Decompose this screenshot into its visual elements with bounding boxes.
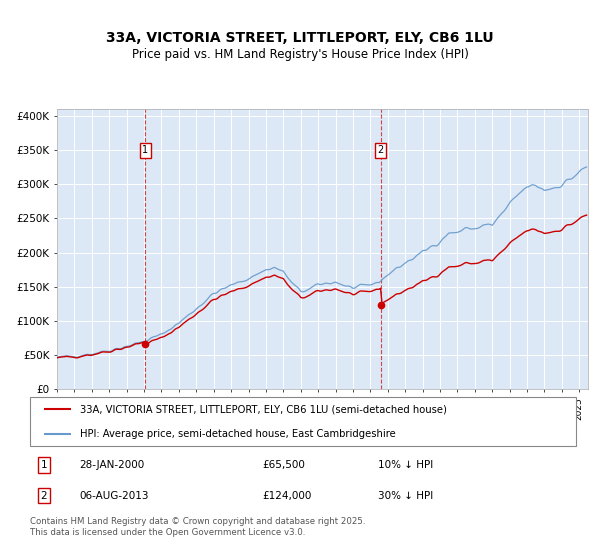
Text: 2: 2 [377,145,384,155]
Text: 06-AUG-2013: 06-AUG-2013 [80,491,149,501]
Text: £65,500: £65,500 [262,460,305,470]
Text: 1: 1 [40,460,47,470]
Text: 2: 2 [40,491,47,501]
Text: HPI: Average price, semi-detached house, East Cambridgeshire: HPI: Average price, semi-detached house,… [80,428,395,438]
Text: 33A, VICTORIA STREET, LITTLEPORT, ELY, CB6 1LU: 33A, VICTORIA STREET, LITTLEPORT, ELY, C… [106,31,494,45]
Text: 10% ↓ HPI: 10% ↓ HPI [378,460,433,470]
Text: Price paid vs. HM Land Registry's House Price Index (HPI): Price paid vs. HM Land Registry's House … [131,48,469,60]
Text: Contains HM Land Registry data © Crown copyright and database right 2025.
This d: Contains HM Land Registry data © Crown c… [30,517,365,536]
FancyBboxPatch shape [30,397,577,446]
Text: 33A, VICTORIA STREET, LITTLEPORT, ELY, CB6 1LU (semi-detached house): 33A, VICTORIA STREET, LITTLEPORT, ELY, C… [80,404,446,414]
Text: 30% ↓ HPI: 30% ↓ HPI [378,491,433,501]
Text: 1: 1 [142,145,149,155]
Text: £124,000: £124,000 [262,491,311,501]
Text: 28-JAN-2000: 28-JAN-2000 [80,460,145,470]
